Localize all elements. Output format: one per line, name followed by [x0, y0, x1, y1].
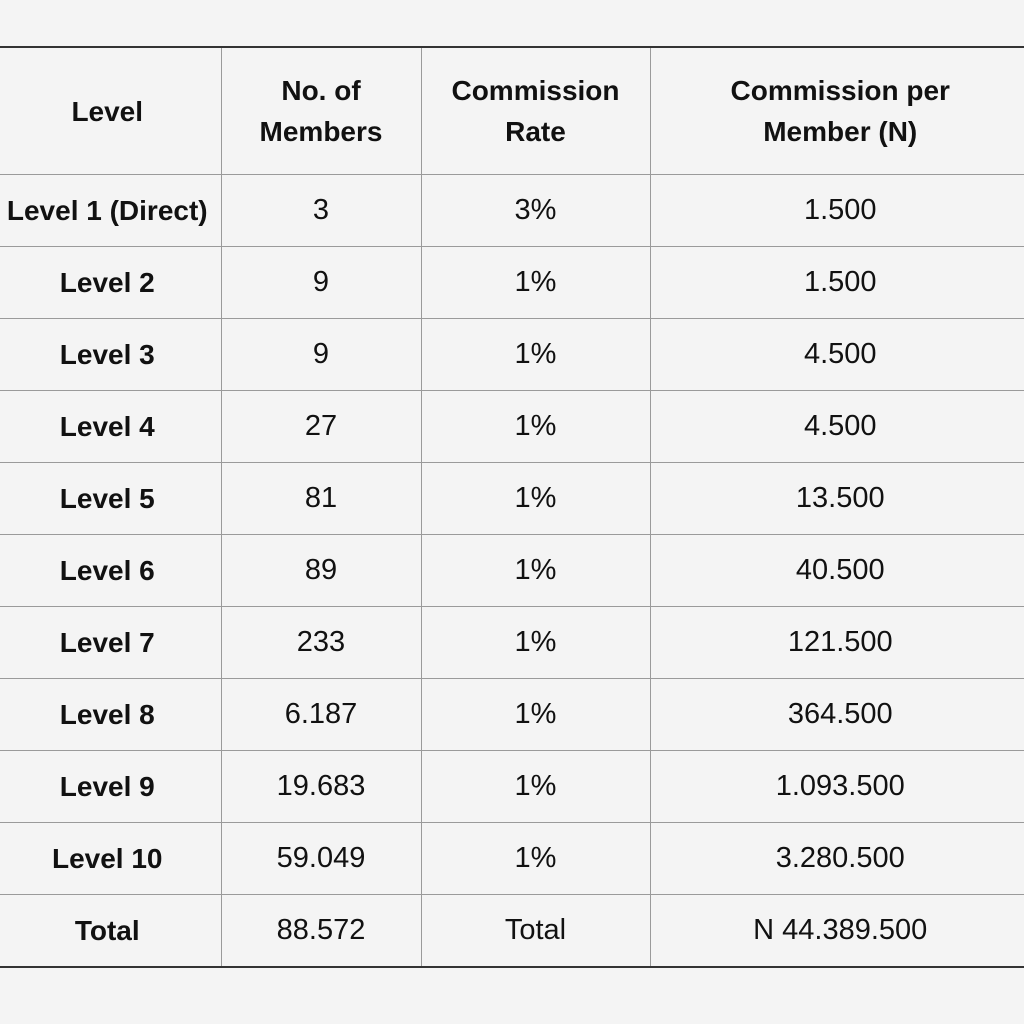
table-row: Level 8 6.187 1% 364.500 [0, 678, 1024, 751]
level-cell: Level 7 [0, 606, 222, 679]
commission-cell: 1.500 [649, 174, 1024, 247]
level-cell: Level 9 [0, 750, 222, 823]
total-rate-cell: Total [420, 894, 651, 968]
level-cell: Level 8 [0, 678, 222, 751]
commission-table: Level No. of Members Commission Rate Com… [0, 46, 1024, 968]
table-header-row: Level No. of Members Commission Rate Com… [0, 47, 1024, 175]
table-row: Level 7 233 1% 121.500 [0, 606, 1024, 679]
header-commission-line-2: Member (N) [763, 116, 918, 147]
rate-cell: 1% [420, 462, 651, 535]
header-commission-line-1: Commission per [730, 75, 950, 106]
header-level: Level [0, 47, 222, 175]
level-cell: Level 3 [0, 318, 222, 391]
total-label-cell: Total [0, 894, 222, 968]
header-rate-line-1: Commission [451, 75, 620, 106]
commission-cell: 13.500 [649, 462, 1024, 535]
commission-cell: 3.280.500 [649, 822, 1024, 895]
table-row: Level 3 9 1% 4.500 [0, 318, 1024, 391]
members-cell: 9 [220, 246, 422, 319]
members-cell: 233 [220, 606, 422, 679]
table-row: Level 10 59.049 1% 3.280.500 [0, 822, 1024, 895]
rate-cell: 1% [420, 318, 651, 391]
table-row: Level 9 19.683 1% 1.093.500 [0, 750, 1024, 823]
members-cell: 6.187 [220, 678, 422, 751]
commission-cell: 4.500 [649, 318, 1024, 391]
rate-cell: 1% [420, 750, 651, 823]
level-cell: Level 1 (Direct) [0, 174, 222, 247]
header-rate: Commission Rate [420, 47, 651, 175]
commission-cell: 4.500 [649, 390, 1024, 463]
commission-cell: 1.500 [649, 246, 1024, 319]
rate-cell: 1% [420, 246, 651, 319]
members-cell: 3 [220, 174, 422, 247]
members-cell: 19.683 [220, 750, 422, 823]
table-row: Level 1 (Direct) 3 3% 1.500 [0, 174, 1024, 247]
members-cell: 27 [220, 390, 422, 463]
header-rate-line-2: Rate [505, 116, 566, 147]
level-cell: Level 10 [0, 822, 222, 895]
table-row: Level 4 27 1% 4.500 [0, 390, 1024, 463]
total-commission-cell: N 44.389.500 [649, 894, 1024, 968]
rate-cell: 1% [420, 534, 651, 607]
rate-cell: 1% [420, 390, 651, 463]
header-commission: Commission per Member (N) [649, 47, 1024, 175]
level-cell: Level 6 [0, 534, 222, 607]
members-cell: 81 [220, 462, 422, 535]
level-cell: Level 5 [0, 462, 222, 535]
members-cell: 59.049 [220, 822, 422, 895]
commission-table-container: Level No. of Members Commission Rate Com… [0, 46, 1024, 968]
commission-cell: 121.500 [649, 606, 1024, 679]
rate-cell: 1% [420, 822, 651, 895]
table-row: Level 6 89 1% 40.500 [0, 534, 1024, 607]
commission-cell: 1.093.500 [649, 750, 1024, 823]
table-total-row: Total 88.572 Total N 44.389.500 [0, 894, 1024, 968]
rate-cell: 1% [420, 606, 651, 679]
commission-cell: 364.500 [649, 678, 1024, 751]
members-cell: 9 [220, 318, 422, 391]
level-cell: Level 2 [0, 246, 222, 319]
members-cell: 89 [220, 534, 422, 607]
header-level-line-1: Level [71, 95, 144, 127]
commission-cell: 40.500 [649, 534, 1024, 607]
table-row: Level 5 81 1% 13.500 [0, 462, 1024, 535]
rate-cell: 1% [420, 678, 651, 751]
header-members: No. of Members [220, 47, 422, 175]
total-members-cell: 88.572 [220, 894, 422, 968]
rate-cell: 3% [420, 174, 651, 247]
header-members-line-1: No. of [281, 75, 361, 106]
table-row: Level 2 9 1% 1.500 [0, 246, 1024, 319]
header-members-line-2: Members [259, 116, 383, 147]
level-cell: Level 4 [0, 390, 222, 463]
